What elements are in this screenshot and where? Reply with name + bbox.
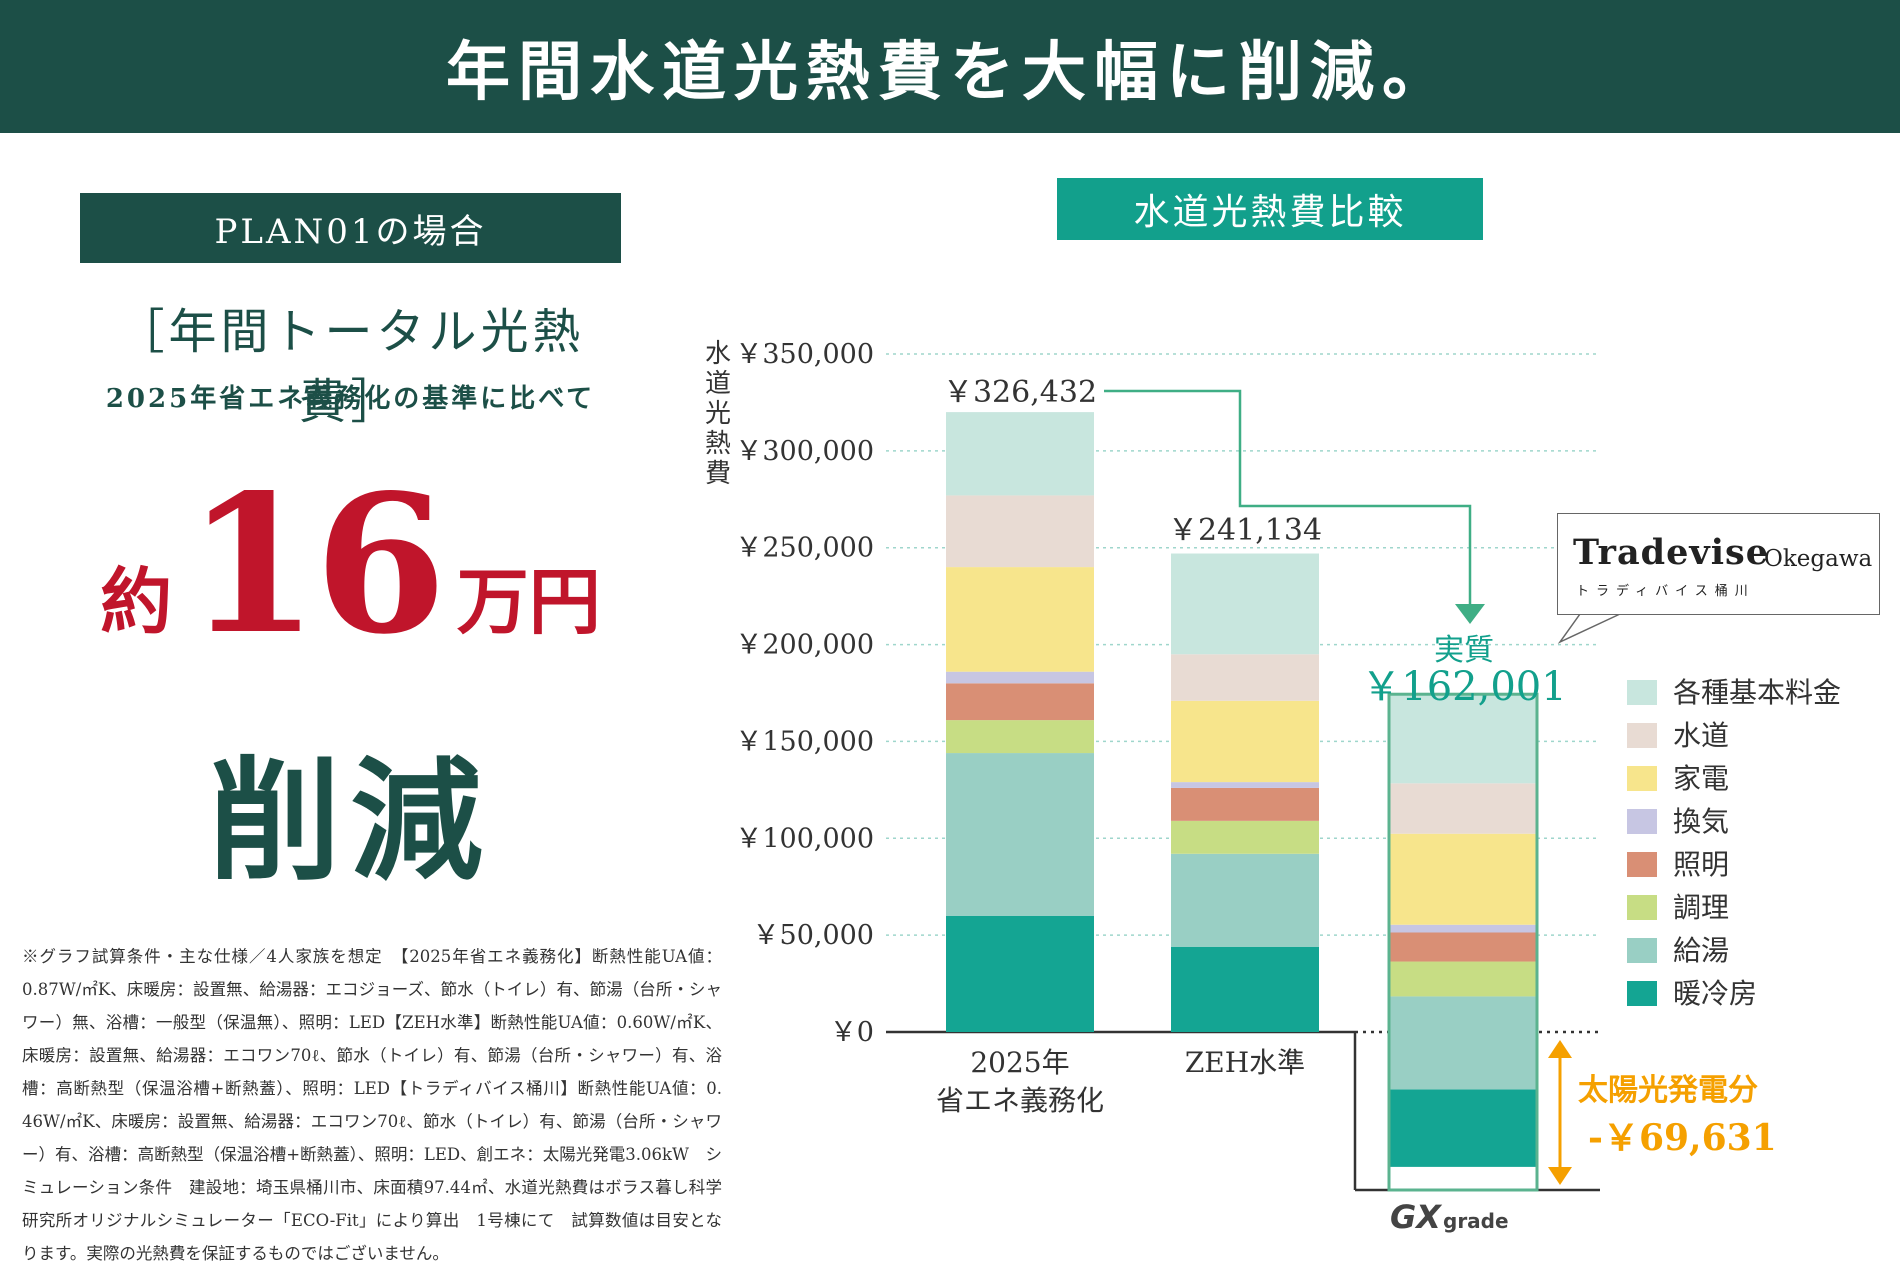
bar-segment	[1389, 961, 1537, 997]
brand-name: Tradevise	[1573, 532, 1769, 573]
footnotes: ※グラフ試算条件・主な仕様／4人家族を想定 【2025年省エネ義務化】断熱性能U…	[22, 947, 722, 1263]
bar-segment	[946, 753, 1094, 916]
gx-badge-main: GX	[1390, 1198, 1442, 1236]
bar-segment	[946, 412, 1094, 496]
y-tick-label: ￥50,000	[753, 920, 874, 951]
bar-segment	[1171, 782, 1319, 788]
solar-arrow-head-down	[1548, 1167, 1572, 1185]
net-label: 実質	[1434, 633, 1494, 668]
x-category-label: 2025年	[970, 1046, 1069, 1079]
bar-segment	[946, 720, 1094, 754]
gx-bar-outline	[1387, 692, 1539, 1192]
brand-location: Okegawa	[1764, 546, 1873, 572]
gx-badge-sub: grade	[1443, 1209, 1509, 1233]
y-tick-label: ￥100,000	[735, 823, 874, 854]
legend-swatch	[1627, 766, 1657, 791]
savings-amount: 約 16 万円	[80, 470, 621, 660]
bar-segment	[1171, 654, 1319, 701]
solar-value: -￥69,631	[1588, 1117, 1777, 1159]
legend-label: 給湯	[1673, 934, 1729, 967]
legend-swatch	[1627, 680, 1657, 705]
legend-swatch	[1627, 852, 1657, 877]
bar-segment	[1171, 553, 1319, 655]
brand-bubble-tail	[1557, 613, 1621, 644]
y-tick-label: ￥350,000	[735, 339, 874, 370]
bar-segment	[1389, 1089, 1537, 1167]
brand-kana: トラディバイス桶川	[1576, 584, 1755, 599]
legend-label: 調理	[1673, 891, 1729, 924]
y-axis-label-char: 費	[705, 459, 731, 489]
plan-label: PLAN01の場合	[80, 193, 621, 263]
x-category-label: ZEH水準	[1185, 1046, 1305, 1079]
bar-segment	[946, 915, 1094, 1032]
legend-swatch	[1627, 981, 1657, 1006]
header-banner: 年間水道光熱費を大幅に削減。	[0, 0, 1900, 133]
y-tick-label: ￥0	[830, 1017, 874, 1048]
y-axis-label-char: 道	[705, 369, 731, 399]
y-tick-label: ￥300,000	[735, 436, 874, 467]
x-category-label: 省エネ義務化	[936, 1084, 1104, 1117]
y-tick-label: ￥150,000	[735, 726, 874, 757]
bar-segment	[1389, 783, 1537, 834]
total-label: ￥241,134	[1168, 513, 1322, 548]
y-tick-label: ￥200,000	[735, 630, 874, 661]
bar-segment	[1171, 946, 1319, 1032]
net-value: ￥162,001	[1361, 664, 1566, 710]
amount-unit: 万円	[456, 559, 601, 644]
legend-swatch	[1627, 938, 1657, 963]
y-axis-label-char: 水	[705, 339, 731, 369]
legend-swatch	[1627, 809, 1657, 834]
bar-segment	[946, 567, 1094, 672]
bar-segment	[946, 495, 1094, 568]
bar-segment	[1171, 853, 1319, 947]
chart-title: 水道光熱費比較	[1057, 178, 1483, 240]
y-axis-label-char: 熱	[705, 429, 731, 459]
comparison-subtext: 2025年省エネ義務化の基準に比べて	[105, 384, 596, 414]
legend-label: 各種基本料金	[1673, 676, 1841, 709]
bar-segment	[1171, 787, 1319, 821]
y-tick-label: ￥250,000	[735, 533, 874, 564]
legend-swatch	[1627, 723, 1657, 748]
bar-segment	[1389, 924, 1537, 933]
brand-logo-box: Tradevise Okegawa トラディバイス桶川	[1557, 513, 1880, 615]
legend-label: 照明	[1673, 848, 1729, 881]
bar-segment	[1389, 833, 1537, 925]
comparison-arrow-head	[1455, 604, 1485, 624]
comparison-arrow-line	[1104, 389, 1472, 608]
bar-segment	[1171, 700, 1319, 783]
total-label-bg	[934, 372, 1104, 412]
bar-segment	[946, 683, 1094, 721]
solar-label: 太陽光発電分	[1578, 1073, 1758, 1108]
legend-swatch	[1627, 895, 1657, 920]
legend-label: 暖冷房	[1673, 977, 1757, 1010]
bar-segment	[1389, 932, 1537, 962]
amount-prefix: 約	[100, 559, 173, 644]
bar-segment	[1171, 820, 1319, 854]
legend-label: 換気	[1673, 805, 1729, 838]
y-axis-label-char: 光	[705, 399, 731, 429]
reduce-label: 削減	[208, 744, 493, 899]
total-label: ￥326,432	[943, 375, 1097, 410]
bar-segment	[1389, 694, 1537, 784]
solar-arrow-head-up	[1548, 1040, 1572, 1058]
amount-number: 16	[186, 453, 446, 676]
total-cost-label: ［年間トータル光熱費］	[116, 304, 585, 430]
legend-label: 水道	[1673, 719, 1729, 752]
bar-segment	[1389, 996, 1537, 1090]
page-title: 年間水道光熱費を大幅に削減。	[446, 34, 1454, 110]
bar-segment	[946, 671, 1094, 684]
legend-label: 家電	[1673, 762, 1729, 795]
